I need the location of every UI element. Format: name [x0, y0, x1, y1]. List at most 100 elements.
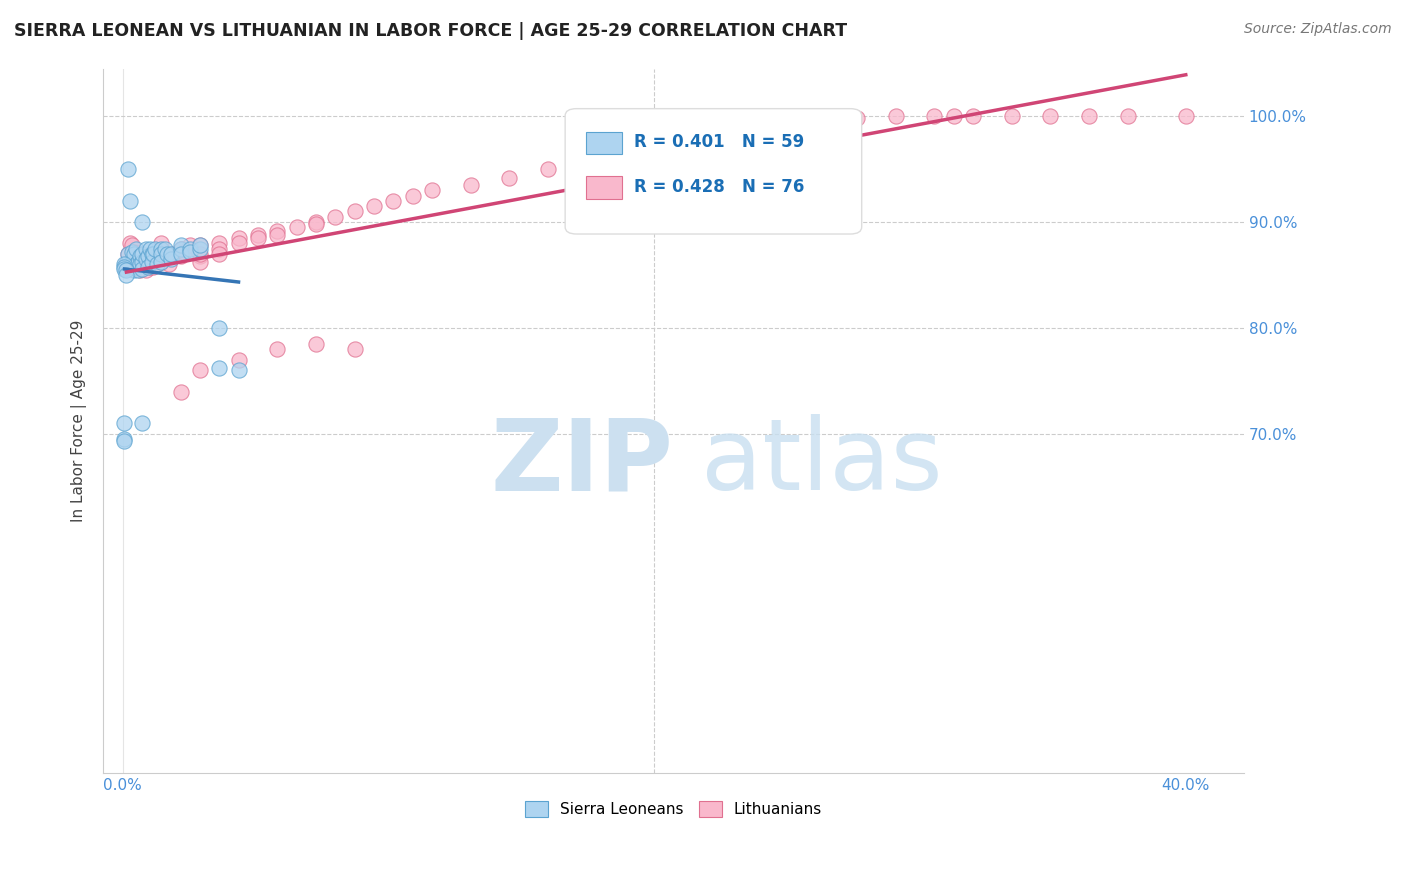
Sierra Leoneans [136, 260, 159, 274]
FancyBboxPatch shape [586, 177, 623, 199]
Sierra Leoneans [136, 249, 159, 263]
Lithuanians [188, 255, 211, 269]
Lithuanians [1078, 109, 1101, 123]
Lithuanians [115, 257, 138, 271]
Text: SIERRA LEONEAN VS LITHUANIAN IN LABOR FORCE | AGE 25-29 CORRELATION CHART: SIERRA LEONEAN VS LITHUANIAN IN LABOR FO… [14, 22, 848, 40]
Lithuanians [188, 238, 211, 252]
Sierra Leoneans [145, 242, 167, 256]
Sierra Leoneans [131, 255, 153, 269]
Lithuanians [127, 257, 149, 271]
Lithuanians [117, 247, 139, 261]
Sierra Leoneans [115, 257, 138, 271]
Lithuanians [141, 255, 163, 269]
Lithuanians [595, 152, 617, 166]
Lithuanians [266, 342, 288, 356]
Text: atlas: atlas [702, 415, 942, 511]
Lithuanians [266, 223, 288, 237]
Sierra Leoneans [150, 247, 173, 261]
Lithuanians [962, 109, 984, 123]
Sierra Leoneans [121, 257, 143, 271]
Lithuanians [131, 260, 153, 274]
Lithuanians [228, 236, 250, 251]
Lithuanians [246, 227, 269, 242]
Lithuanians [169, 242, 191, 256]
Lithuanians [228, 352, 250, 367]
Lithuanians [169, 242, 191, 256]
Sierra Leoneans [188, 242, 211, 256]
Lithuanians [1174, 109, 1197, 123]
Lithuanians [169, 384, 191, 399]
Sierra Leoneans [129, 257, 152, 271]
Sierra Leoneans [150, 255, 173, 269]
Lithuanians [179, 238, 201, 252]
Lithuanians [228, 231, 250, 245]
Lithuanians [420, 183, 443, 197]
Lithuanians [122, 244, 145, 259]
Sierra Leoneans [179, 242, 201, 256]
Lithuanians [132, 255, 155, 269]
Lithuanians [121, 238, 143, 252]
Sierra Leoneans [120, 194, 142, 208]
Sierra Leoneans [121, 244, 143, 259]
Lithuanians [460, 178, 482, 192]
Lithuanians [401, 188, 423, 202]
Lithuanians [807, 114, 830, 128]
Sierra Leoneans [120, 257, 142, 271]
Text: R = 0.428   N = 76: R = 0.428 N = 76 [634, 178, 804, 196]
Lithuanians [787, 118, 810, 132]
Sierra Leoneans [127, 257, 149, 271]
Lithuanians [169, 247, 191, 261]
Sierra Leoneans [208, 361, 231, 376]
FancyBboxPatch shape [565, 109, 862, 234]
Lithuanians [846, 112, 869, 126]
Lithuanians [145, 252, 167, 267]
Lithuanians [157, 257, 180, 271]
Lithuanians [136, 257, 159, 271]
Lithuanians [266, 227, 288, 242]
Sierra Leoneans [146, 257, 169, 271]
Lithuanians [188, 363, 211, 377]
Sierra Leoneans [228, 363, 250, 377]
Lithuanians [1116, 109, 1139, 123]
Lithuanians [188, 249, 211, 263]
Sierra Leoneans [115, 268, 138, 282]
Sierra Leoneans [150, 242, 173, 256]
Lithuanians [138, 260, 160, 274]
Lithuanians [942, 109, 965, 123]
Lithuanians [305, 336, 328, 351]
Lithuanians [305, 215, 328, 229]
FancyBboxPatch shape [586, 132, 623, 154]
Sierra Leoneans [117, 247, 139, 261]
Sierra Leoneans [160, 252, 183, 267]
Sierra Leoneans [115, 262, 138, 277]
Lithuanians [1001, 109, 1024, 123]
Sierra Leoneans [169, 238, 191, 252]
Sierra Leoneans [160, 247, 183, 261]
Sierra Leoneans [179, 244, 201, 259]
Sierra Leoneans [114, 261, 136, 276]
Lithuanians [537, 162, 560, 177]
Sierra Leoneans [131, 247, 153, 261]
Sierra Leoneans [135, 252, 157, 267]
Lithuanians [208, 242, 231, 256]
Text: ZIP: ZIP [491, 415, 673, 511]
Lithuanians [246, 231, 269, 245]
Lithuanians [135, 262, 157, 277]
Sierra Leoneans [169, 242, 191, 256]
Sierra Leoneans [114, 434, 136, 449]
Sierra Leoneans [153, 242, 176, 256]
Lithuanians [160, 247, 183, 261]
Sierra Leoneans [127, 262, 149, 277]
Sierra Leoneans [127, 255, 149, 269]
Sierra Leoneans [125, 242, 148, 256]
Lithuanians [884, 109, 907, 123]
Sierra Leoneans [121, 260, 143, 274]
Sierra Leoneans [131, 261, 153, 276]
Sierra Leoneans [125, 260, 148, 274]
Lithuanians [730, 124, 752, 138]
Lithuanians [498, 170, 520, 185]
Lithuanians [323, 210, 346, 224]
Lithuanians [285, 220, 308, 235]
Sierra Leoneans [135, 242, 157, 256]
Sierra Leoneans [122, 260, 145, 274]
